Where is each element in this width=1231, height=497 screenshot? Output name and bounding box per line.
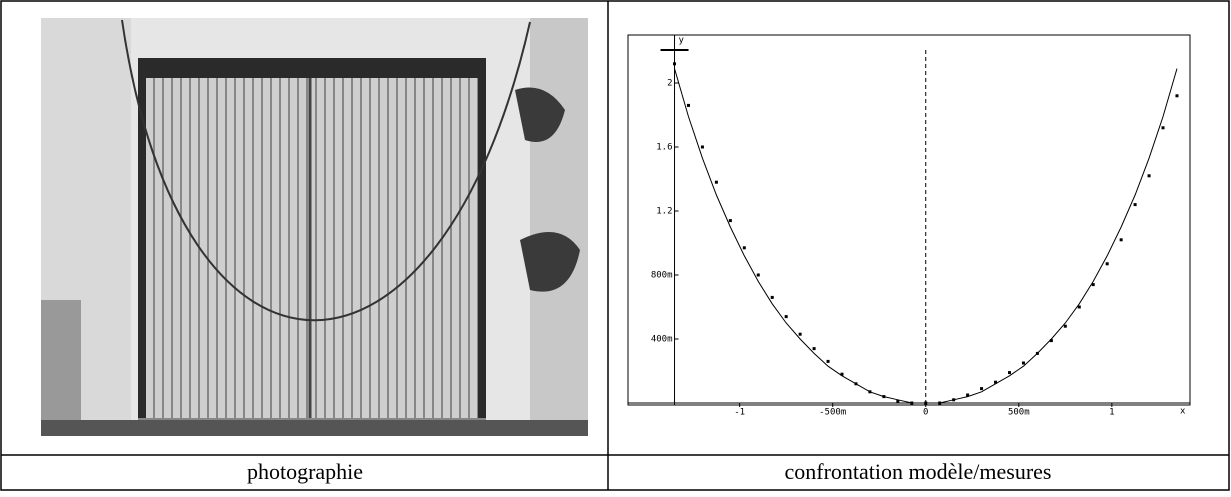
measure-point (784, 315, 788, 319)
y-tick-label: 1.6 (656, 143, 672, 153)
y-tick-label: 2 (667, 79, 672, 89)
x-tick-label: -500m (819, 408, 846, 418)
measure-point (994, 380, 998, 384)
measure-point (728, 219, 732, 223)
measure-point (770, 295, 774, 299)
measure-point (1091, 283, 1095, 287)
measure-point (1007, 371, 1011, 375)
measure-point (1161, 126, 1165, 130)
measure-point (1063, 324, 1067, 328)
measure-point (1175, 94, 1179, 98)
measure-point (910, 401, 914, 405)
measure-point (756, 273, 760, 277)
measure-point (742, 246, 746, 250)
measure-point (924, 401, 928, 405)
measure-point (1133, 203, 1137, 207)
y-tick-label: 400m (651, 335, 673, 345)
caption: photographie (247, 459, 363, 484)
x-tick-label: 500m (1008, 408, 1030, 418)
plot-frame (627, 34, 1191, 406)
measure-point (1049, 339, 1053, 343)
x-tick-label: 1 (1109, 408, 1114, 418)
x-axis-label: x (1180, 407, 1186, 417)
measure-point (826, 359, 830, 363)
x-tick-label: 0 (923, 408, 928, 418)
measure-point (896, 399, 900, 403)
measure-point (1119, 238, 1123, 242)
measure-point (980, 387, 984, 391)
measure-point (882, 395, 886, 399)
y-tick-label: 1.2 (656, 207, 672, 217)
y-axis-label: y (679, 36, 685, 46)
measure-point (686, 103, 690, 107)
measure-point (1105, 262, 1109, 266)
measure-point (840, 372, 844, 376)
measure-point (938, 401, 942, 405)
measure-point (1035, 351, 1039, 355)
measure-point (966, 393, 970, 397)
measure-point (868, 390, 872, 394)
measure-point (952, 398, 956, 402)
measure-point (714, 180, 718, 184)
measure-point (812, 347, 816, 351)
caption: confrontation modèle/mesures (785, 459, 1052, 484)
y-tick-label: 800m (651, 271, 673, 281)
measure-point (798, 332, 802, 336)
measure-point (1147, 174, 1151, 178)
measure-point (1077, 305, 1081, 309)
measure-point (700, 145, 704, 149)
measure-point (673, 62, 677, 66)
measure-point (1021, 361, 1025, 365)
photo (41, 18, 588, 436)
x-tick-label: -1 (734, 408, 745, 418)
measure-point (854, 382, 858, 386)
